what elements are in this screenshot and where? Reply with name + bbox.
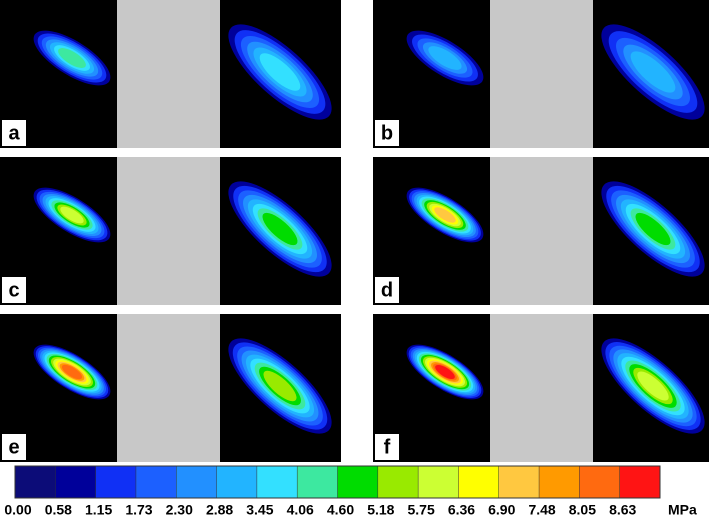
colorbar-tick-label: 3.45 [246, 502, 273, 518]
pressure-contour [630, 51, 676, 93]
colorbar-cell [297, 466, 338, 498]
panel-label-box [375, 434, 399, 460]
panel-gap [117, 314, 220, 462]
pressure-contour [435, 364, 455, 380]
colorbar-cell [216, 466, 258, 498]
colorbar-cell [256, 466, 298, 498]
colorbar-tick-label: 6.36 [448, 502, 475, 518]
colorbar-tick-label: 4.06 [287, 502, 314, 518]
colorbar-cell [176, 466, 218, 498]
panel-gap [490, 157, 593, 305]
unit-label: MPa [668, 502, 697, 518]
pressure-contour [263, 370, 297, 402]
colorbar-cell [95, 466, 137, 498]
panel-label: d [381, 279, 393, 301]
panel-label: c [8, 279, 19, 301]
colorbar-tick-label: 1.15 [85, 502, 112, 518]
pressure-contour [428, 46, 462, 70]
colorbar-tick-label: 8.63 [609, 502, 636, 518]
panel-label-box [375, 120, 399, 146]
panel-label: a [8, 122, 20, 144]
colorbar-tick-label: 0.58 [45, 502, 72, 518]
panel-label-box [2, 434, 26, 460]
colorbar-tick-label: 2.30 [166, 502, 193, 518]
panel-gap [490, 0, 593, 148]
panel-label-box [375, 277, 399, 303]
colorbar-tick-label: 6.90 [488, 502, 515, 518]
colorbar-cell [579, 466, 621, 498]
pressure-contour [259, 53, 301, 91]
pressure-contour [637, 371, 669, 401]
pressure-contour [58, 48, 86, 68]
colorbar-tick-label: 7.48 [528, 502, 555, 518]
panel-label-box [2, 277, 26, 303]
colorbar-cell [377, 466, 419, 498]
colorbar-cell [55, 466, 97, 498]
colorbar-tick-label: 0.00 [4, 502, 31, 518]
colorbar-cell [135, 466, 177, 498]
panel-gap [117, 157, 220, 305]
colorbar-cell [15, 466, 56, 498]
colorbar-cell [418, 466, 459, 498]
panel-label-box [2, 120, 26, 146]
colorbar-tick-label: 2.88 [206, 502, 233, 518]
colorbar-tick-label: 1.73 [125, 502, 152, 518]
panel-gap [490, 314, 593, 462]
colorbar-cell [539, 466, 580, 498]
panel-gap [117, 0, 220, 148]
pressure-contour [60, 206, 84, 224]
pressure-contour [434, 207, 456, 223]
colorbar-cell [337, 466, 379, 498]
colorbar-cell [498, 466, 540, 498]
colorbar-tick-label: 5.18 [367, 502, 394, 518]
pressure-contour [635, 212, 671, 246]
pressure-contour [262, 212, 298, 246]
panel-label: f [384, 436, 391, 458]
colorbar-cell [619, 466, 661, 498]
panel-label: e [8, 436, 19, 458]
colorbar-cell [458, 466, 500, 498]
pressure-contour [61, 364, 83, 380]
colorbar-tick-label: 8.05 [569, 502, 596, 518]
colorbar-tick-label: 5.75 [408, 502, 435, 518]
colorbar-tick-label: 4.60 [327, 502, 354, 518]
panel-label: b [381, 122, 393, 144]
